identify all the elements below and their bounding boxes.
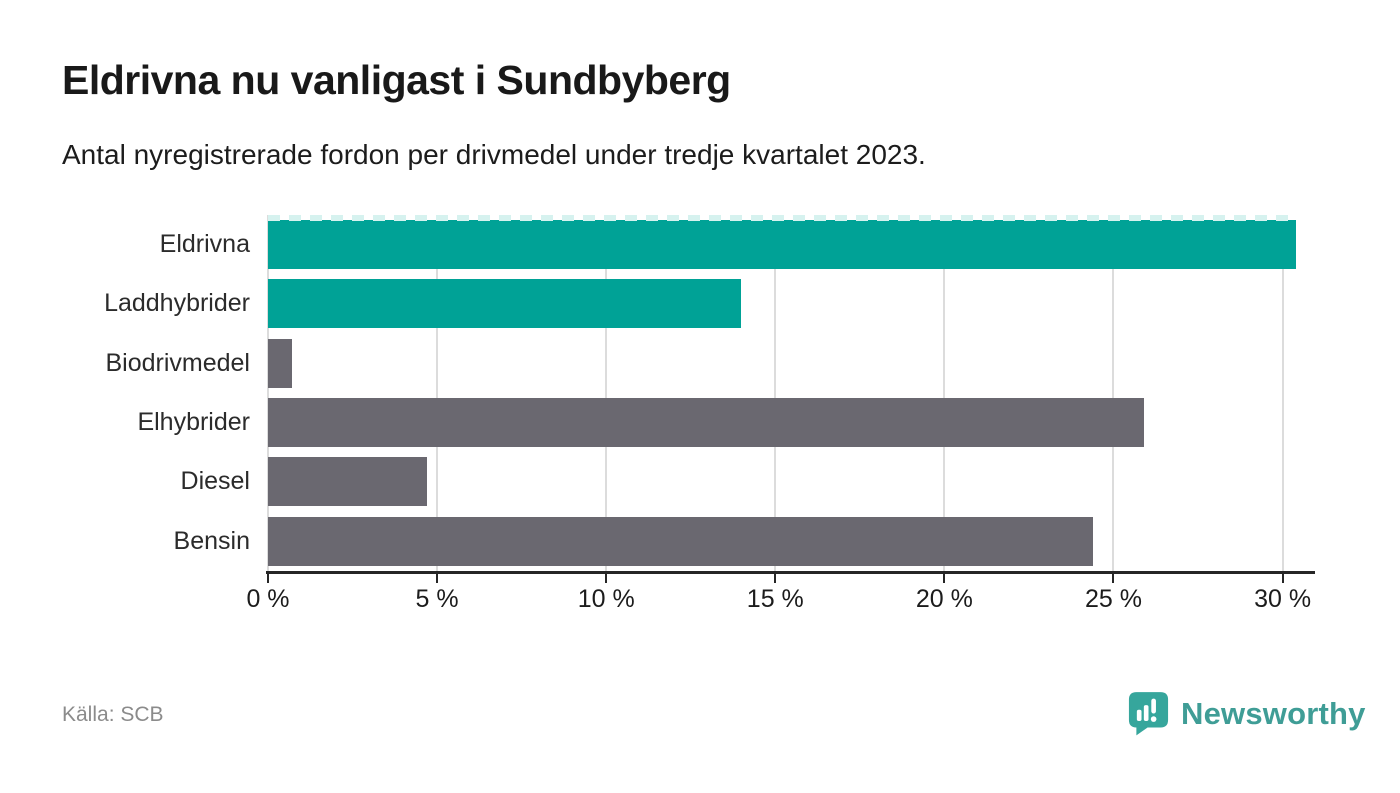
bar-laddhybrider [268,279,742,329]
gridline [774,215,777,571]
category-label: Eldrivna [159,230,250,259]
x-axis-line [266,571,1315,574]
axis-tick [1281,574,1284,583]
category-label: Elhybrider [137,408,250,437]
axis-tick [943,574,946,583]
category-labels: Eldrivna Laddhybrider Biodrivmedel Elhybrid… [62,215,250,571]
gridline [605,215,608,571]
category-label: Bensin [173,526,250,555]
axis-tick [605,574,608,583]
gridline [1281,215,1284,571]
gridline [1112,215,1115,571]
bar-biodrivmedel [268,338,292,388]
bar-eldrivna [268,215,1297,269]
category-label: Diesel [180,467,250,496]
x-axis-ticks: 0 % 5 % 10 % 15 % 20 % 25 % 30 % [246,571,1313,625]
axis-tick-label: 15 % [746,585,804,613]
bar-row [268,215,1313,274]
bar-chart: Eldrivna Laddhybrider Biodrivmedel Elhybrid… [62,215,1315,625]
newsworthy-logo-text: Newsworthy [1181,695,1366,731]
grid-layer [267,215,1313,571]
chart-subtitle: Antal nyregistrerade fordon per drivmede… [62,139,926,170]
bar-row [268,334,1313,393]
gridline [436,215,439,571]
bar-row [268,274,1313,333]
axis-tick-label: 30 % [1254,585,1312,613]
bar-row [268,393,1313,452]
axis-tick-label: 25 % [1084,585,1142,613]
newsworthy-logo: Newsworthy [1128,691,1366,736]
axis-tick-label: 0 % [246,585,290,613]
bars-layer [268,215,1313,571]
chart-title: Eldrivna nu vanligast i Sundbyberg [62,57,731,103]
bar-row [268,512,1313,571]
dashed-cap-line [268,215,1297,221]
bar-elhybrider [268,397,1144,447]
gridline [267,215,269,571]
axis-tick-label: 5 % [415,585,459,613]
axis-tick-label: 10 % [577,585,635,613]
axis-tick-label: 20 % [915,585,973,613]
newsworthy-logo-icon [1128,692,1169,736]
gridline [943,215,946,571]
axis-tick [267,574,269,583]
bar-bensin [268,516,1094,566]
axis-tick [436,574,439,583]
bar-row [268,452,1313,511]
category-label: Biodrivmedel [105,348,250,377]
bar-diesel [268,457,427,507]
axis-tick [1112,574,1115,583]
axis-tick [774,574,777,583]
source-caption: Källa: SCB [62,703,164,726]
category-label: Laddhybrider [104,289,250,318]
